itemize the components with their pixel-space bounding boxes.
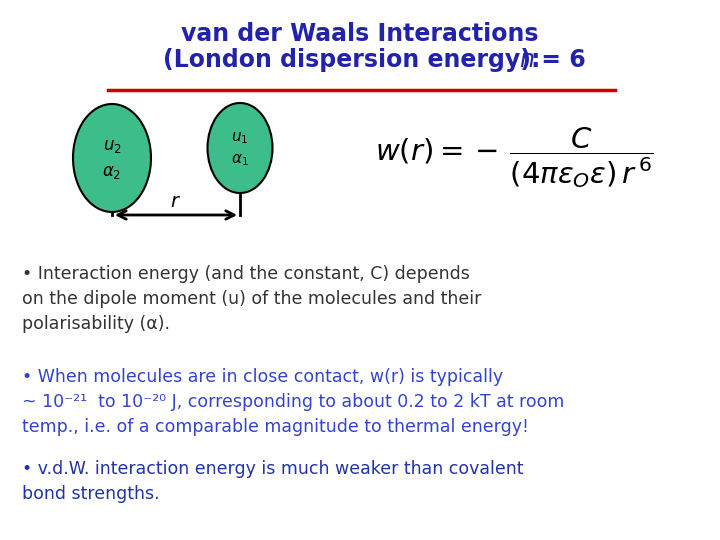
Text: $\alpha_1$: $\alpha_1$ (231, 152, 249, 168)
Text: $u_1$: $u_1$ (231, 130, 248, 146)
Text: $u_2$: $u_2$ (103, 137, 122, 155)
Text: $\alpha_2$: $\alpha_2$ (102, 163, 122, 181)
Text: = 6: = 6 (533, 48, 586, 72)
Text: • Interaction energy (and the constant, ​C) depends
on the dipole moment (u) of : • Interaction energy (and the constant, … (22, 265, 482, 333)
Text: $w(r) = -\,\dfrac{C}{(4\pi\varepsilon_O\varepsilon)\,r^{\,6}}$: $w(r) = -\,\dfrac{C}{(4\pi\varepsilon_O\… (375, 126, 654, 191)
Text: • When molecules are in close contact, w(r) is typically
~ 10⁻²¹  to 10⁻²⁰ J, co: • When molecules are in close contact, w… (22, 368, 564, 436)
Ellipse shape (207, 103, 272, 193)
Ellipse shape (73, 104, 151, 212)
Text: van der Waals Interactions: van der Waals Interactions (181, 22, 539, 46)
Text: • v.d.W. interaction energy is much weaker than covalent
bond strengths.: • v.d.W. interaction energy is much weak… (22, 460, 523, 503)
Text: $r$: $r$ (171, 192, 181, 211)
Text: (London dispersion energy):: (London dispersion energy): (163, 48, 557, 72)
Text: $n$: $n$ (519, 48, 534, 72)
